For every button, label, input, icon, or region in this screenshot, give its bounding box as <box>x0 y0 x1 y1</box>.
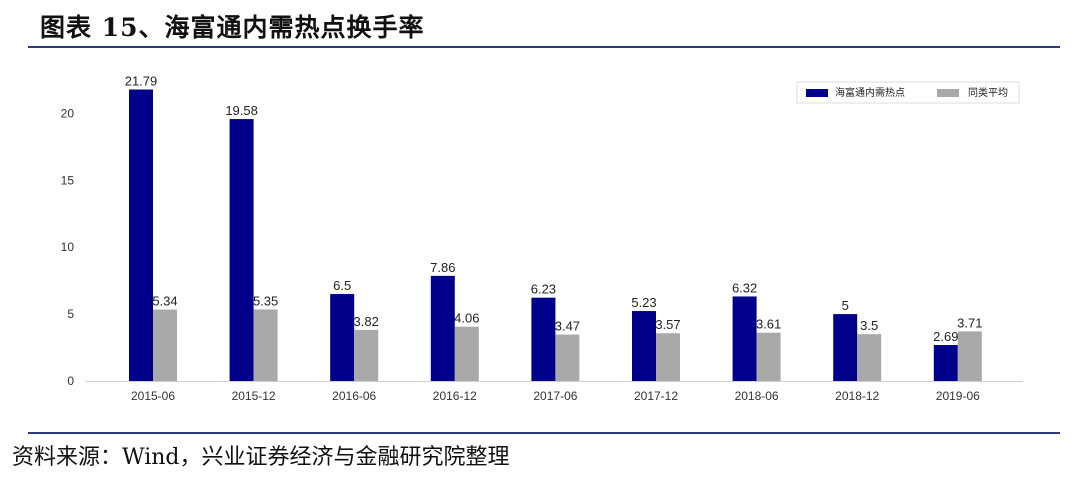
y-tick-label: 20 <box>61 106 75 120</box>
bar-series-2 <box>957 331 982 381</box>
legend-swatch-series-1 <box>806 89 828 97</box>
data-label-series-1: 2.69 <box>933 329 958 344</box>
data-label-series-1: 7.86 <box>430 260 455 275</box>
bar-series-1 <box>933 345 958 381</box>
bar-series-2 <box>656 333 680 381</box>
bar-series-2 <box>857 334 882 381</box>
bar-series-1 <box>330 294 355 381</box>
x-tick-label: 2018-12 <box>835 389 879 403</box>
legend-box <box>796 81 1020 104</box>
y-tick-label: 15 <box>61 173 75 187</box>
bar-series-2 <box>454 326 479 381</box>
source-note: 资料来源：Wind，兴业证券经济与金融研究院整理 <box>12 445 510 470</box>
bar-series-1 <box>531 297 556 381</box>
chart-legend: 海富通内需热点 同类平均 <box>796 81 1020 104</box>
data-label-series-2: 3.61 <box>756 317 781 332</box>
bar-series-1 <box>129 89 153 381</box>
footer-rule <box>28 432 1060 434</box>
legend-label-series-1: 海富通内需热点 <box>835 86 905 99</box>
data-label-series-2: 3.82 <box>354 314 379 329</box>
data-label-series-2: 3.57 <box>655 317 680 332</box>
x-tick-label: 2016-12 <box>433 389 477 403</box>
data-label-series-1: 5 <box>842 298 849 313</box>
bar-series-2 <box>253 309 278 381</box>
x-tick-label: 2017-12 <box>634 389 678 403</box>
data-label-series-1: 6.23 <box>531 282 556 297</box>
bar-series-2 <box>153 309 177 381</box>
legend-swatch-series-2 <box>937 89 959 97</box>
bar-series-1 <box>632 311 656 381</box>
y-tick-label: 10 <box>61 240 75 254</box>
x-tick-label: 2015-06 <box>131 389 175 403</box>
x-tick-label: 2019-06 <box>936 389 980 403</box>
data-label-series-2: 5.35 <box>253 293 278 308</box>
chart-bars <box>129 89 982 381</box>
chart-axes: 0 5 10 15 20 2015-06 2015-12 2016-06 2016-12 2017… <box>61 106 1023 403</box>
bar-series-2 <box>354 329 379 381</box>
data-label-series-2: 3.71 <box>957 315 982 330</box>
title-underline <box>28 46 1060 48</box>
data-label-series-1: 6.32 <box>732 280 757 295</box>
bar-series-1 <box>732 296 757 381</box>
x-tick-label: 2016-06 <box>332 389 376 403</box>
data-label-series-2: 4.06 <box>454 311 479 326</box>
data-label-series-1: 19.58 <box>225 103 258 118</box>
turnover-bar-chart: 0 5 10 15 20 2015-06 2015-12 2016-06 2016-12 2017… <box>61 73 1023 403</box>
x-tick-label: 2017-06 <box>533 389 577 403</box>
bar-series-2 <box>756 332 781 381</box>
bar-series-1 <box>833 314 858 381</box>
figure-title: 图表 15、海富通内需热点换手率 <box>40 13 425 42</box>
data-label-series-2: 5.34 <box>152 294 177 309</box>
y-tick-label: 0 <box>67 374 74 388</box>
legend-label-series-2: 同类平均 <box>968 86 1008 99</box>
bar-series-2 <box>555 334 580 381</box>
data-label-series-2: 3.47 <box>555 319 580 334</box>
data-label-series-1: 6.5 <box>333 278 351 293</box>
bar-series-1 <box>229 119 254 381</box>
x-tick-label: 2015-12 <box>232 389 276 403</box>
data-label-series-1: 21.79 <box>125 73 158 88</box>
data-label-series-2: 3.5 <box>860 318 878 333</box>
x-tick-label: 2018-06 <box>735 389 779 403</box>
chart-data-labels: 21.79 5.34 19.58 5.35 6.5 3.82 7.86 4.06 6.23 3.4… <box>125 73 983 344</box>
bar-series-1 <box>430 275 455 381</box>
y-tick-label: 5 <box>67 307 74 321</box>
data-label-series-1: 5.23 <box>631 295 656 310</box>
